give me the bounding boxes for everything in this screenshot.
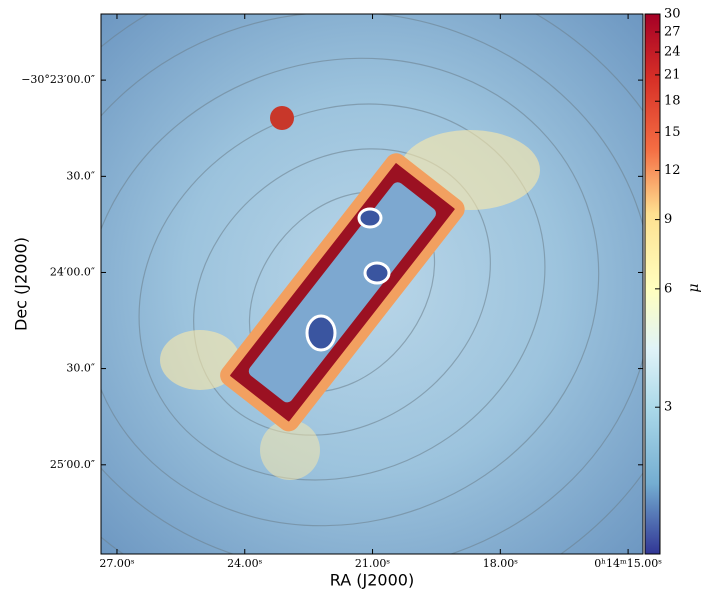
x-tick-label: 24.00ˢ	[227, 557, 262, 570]
colorbar-tick-label: 6	[664, 281, 672, 296]
colorbar-tick-label: 15	[664, 125, 681, 140]
y-tick-label: 30.0″	[66, 169, 95, 182]
y-axis-label: Dec (J2000)	[12, 237, 31, 331]
x-tick-label: 18.00ˢ	[483, 557, 518, 570]
y-tick-label: 24′00.0″	[50, 265, 95, 278]
x-axis-label: RA (J2000)	[330, 571, 414, 590]
colorbar-tick-label: 30	[664, 7, 681, 22]
colorbar-label: μ	[686, 283, 702, 292]
colorbar-tick-label: 24	[664, 45, 681, 60]
x-tick-label: 21.00ˢ	[355, 557, 390, 570]
colorbar-tick-label: 18	[664, 94, 681, 109]
colorbar-tick-label: 21	[664, 67, 681, 82]
x-tick-label: 27.00ˢ	[99, 557, 134, 570]
colorbar-tick-label: 3	[664, 400, 672, 415]
y-tick-label: −30°23′00.0″	[21, 73, 95, 86]
x-tick-label: 0ʰ14ᵐ15.00ˢ	[594, 557, 662, 570]
plot-frame	[100, 13, 644, 555]
colorbar-tick-label: 27	[664, 24, 681, 39]
colorbar-tick-label: 9	[664, 212, 672, 227]
colorbar-tick-label: 12	[664, 163, 681, 178]
y-tick-label: 30.0″	[66, 362, 95, 375]
y-tick-label: 25′00.0″	[50, 458, 95, 471]
colorbar	[644, 13, 661, 555]
